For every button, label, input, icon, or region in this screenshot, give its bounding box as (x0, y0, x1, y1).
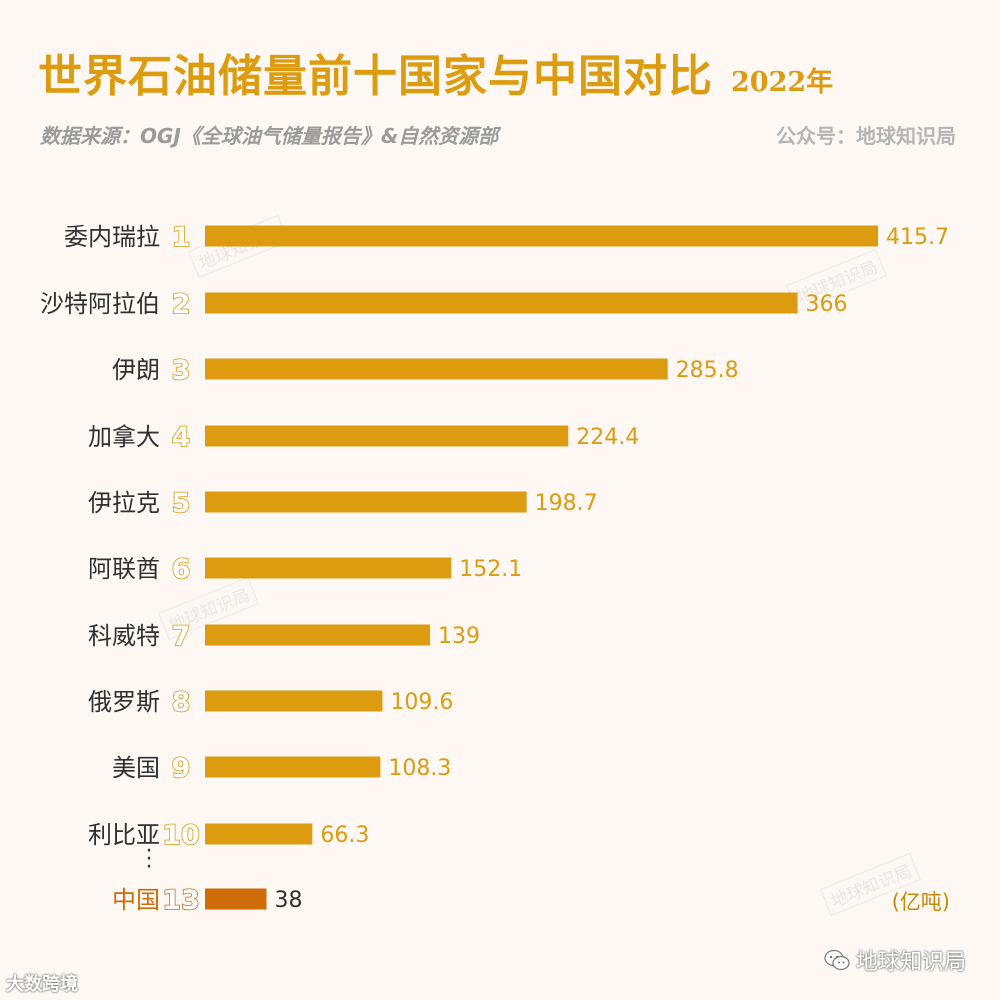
value-label: 38 (275, 888, 303, 913)
bar (205, 425, 569, 447)
title-row: 世界石油储量前十国家与中国对比 2022年 (38, 40, 968, 110)
wechat-icon (824, 949, 850, 971)
account-credit: 公众号：地球知识局 (776, 124, 956, 148)
bar-row: 伊朗 3 285.8 (112, 354, 739, 387)
rank-label: 4 (172, 422, 191, 453)
category-label: 伊拉克 (88, 489, 160, 517)
category-label: 伊朗 (112, 356, 160, 384)
rank-label: 13 (162, 885, 200, 916)
rank-label: 5 (172, 488, 191, 519)
rank-label: 2 (172, 289, 191, 320)
bar-row: 伊拉克 5 198.7 (88, 487, 598, 520)
bar (205, 690, 383, 712)
bar (205, 823, 313, 845)
bar-row: 沙特阿拉伯 2 366 (40, 288, 848, 321)
category-label: 利比亚 (88, 821, 160, 849)
bar-row: 委内瑞拉 1 415.7 (64, 221, 949, 254)
category-label: 美国 (112, 754, 160, 782)
category-label: 俄罗斯 (88, 688, 160, 716)
bar (205, 557, 452, 579)
category-label: 中国 (112, 886, 160, 914)
rank-label: 6 (172, 554, 191, 585)
category-label: 科威特 (88, 622, 160, 650)
rank-label: 8 (172, 687, 191, 718)
bar (205, 491, 527, 513)
bar-row: 美国 9 108.3 (112, 752, 451, 785)
value-label: 109.6 (390, 690, 453, 715)
bar-row: 利比亚 10 66.3 (88, 819, 369, 852)
bar-row: 加拿大 4 224.4 (88, 421, 639, 454)
category-label: 委内瑞拉 (64, 223, 160, 251)
value-label: 198.7 (535, 491, 598, 516)
footer-account: 地球知识局 (824, 944, 966, 976)
rank-label: 3 (172, 355, 191, 386)
category-label: 加拿大 (88, 423, 160, 451)
category-label: 沙特阿拉伯 (40, 290, 160, 318)
value-label: 152.1 (459, 557, 522, 582)
footer-right-text: 地球知识局 (855, 950, 966, 975)
unit-label: (亿吨) (891, 890, 950, 914)
value-label: 108.3 (388, 756, 451, 781)
bar (205, 292, 798, 314)
bar (205, 225, 878, 247)
data-source: 数据来源：OGJ《全球油气储量报告》&自然资源部 (40, 124, 499, 148)
bar-row: 阿联酋 6 152.1 (88, 553, 522, 586)
value-label: 139 (438, 624, 480, 649)
value-label: 285.8 (676, 358, 739, 383)
bar-row: 俄罗斯 8 109.6 (88, 686, 453, 719)
value-label: 415.7 (886, 225, 949, 250)
bar (205, 624, 431, 646)
chart-title: 世界石油储量前十国家与中国对比 (38, 51, 713, 102)
bar (205, 888, 267, 910)
value-label: 66.3 (320, 823, 369, 848)
bar-row: 中国 13 38 (112, 884, 303, 917)
value-label: 366 (806, 292, 848, 317)
category-label: 阿联酋 (88, 555, 160, 583)
rank-label: 1 (172, 222, 191, 253)
bar (205, 358, 668, 380)
bar-row: 科威特 7 139 (88, 620, 480, 653)
footer-left-text: 大数跨境 (6, 974, 78, 995)
value-label: 224.4 (576, 425, 639, 450)
ellipsis-separator: · · · (145, 839, 153, 880)
rank-label: 7 (172, 621, 191, 652)
footer-brand: 大数跨境 (6, 970, 78, 996)
rank-label: 9 (172, 753, 191, 784)
bar (205, 756, 381, 778)
rank-label: 10 (162, 820, 200, 851)
chart-year: 2022年 (731, 67, 834, 98)
